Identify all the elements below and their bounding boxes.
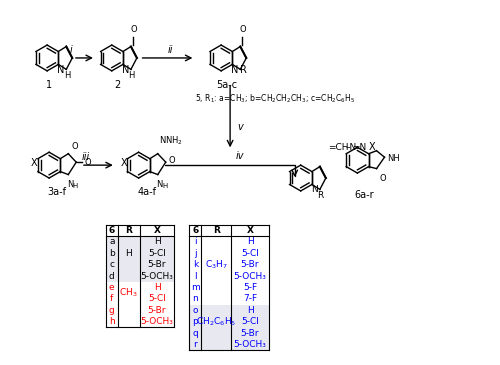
- Text: q: q: [192, 328, 198, 338]
- Text: NH: NH: [388, 154, 400, 163]
- Text: r: r: [194, 340, 197, 349]
- Text: b: b: [109, 249, 114, 258]
- Text: N: N: [312, 185, 318, 195]
- Text: m: m: [191, 283, 200, 292]
- Text: R: R: [240, 65, 246, 75]
- Text: H: H: [128, 71, 135, 80]
- Text: o: o: [192, 306, 198, 315]
- Text: H: H: [64, 71, 70, 80]
- Text: 5-Cl: 5-Cl: [241, 317, 259, 326]
- Text: 1: 1: [46, 80, 52, 90]
- Text: l: l: [194, 272, 196, 281]
- Text: a: a: [109, 237, 114, 246]
- Text: i: i: [70, 45, 72, 55]
- Text: 5-Br: 5-Br: [148, 260, 167, 269]
- Text: N: N: [156, 180, 163, 189]
- Text: =N: =N: [352, 143, 366, 152]
- Text: 5-OCH₃: 5-OCH₃: [234, 340, 266, 349]
- Text: O: O: [72, 142, 78, 151]
- Text: X: X: [120, 158, 127, 168]
- Text: H: H: [154, 237, 160, 246]
- Text: –N: –N: [346, 143, 356, 152]
- Text: 5-Cl: 5-Cl: [241, 249, 259, 258]
- Text: 5-Br: 5-Br: [148, 306, 167, 315]
- Bar: [106, 236, 174, 282]
- Text: 5-F: 5-F: [243, 283, 257, 292]
- Text: =CH: =CH: [328, 143, 348, 152]
- Text: k: k: [192, 260, 198, 269]
- Text: O: O: [168, 155, 175, 165]
- Text: O: O: [380, 174, 386, 182]
- Text: 5-Cl: 5-Cl: [148, 294, 166, 303]
- Text: H: H: [162, 184, 168, 189]
- Text: c: c: [110, 260, 114, 269]
- Text: 5, R$_1$: a=CH$_3$; b=CH$_2$CH$_2$CH$_3$; c=CH$_2$C$_6$H$_5$: 5, R$_1$: a=CH$_3$; b=CH$_2$CH$_2$CH$_3$…: [196, 93, 356, 105]
- Text: X: X: [31, 158, 38, 168]
- Text: j: j: [194, 249, 196, 258]
- Text: X: X: [246, 226, 254, 235]
- Text: H: H: [154, 283, 160, 292]
- Bar: [190, 304, 269, 350]
- Text: 5-Br: 5-Br: [241, 328, 259, 338]
- Text: R: R: [213, 226, 220, 235]
- Text: R: R: [318, 191, 324, 200]
- Text: 6: 6: [108, 226, 115, 235]
- Text: H: H: [72, 184, 78, 189]
- Text: H: H: [126, 249, 132, 258]
- Text: n: n: [192, 294, 198, 303]
- Text: 3a-f: 3a-f: [48, 187, 66, 197]
- Text: v: v: [237, 122, 243, 132]
- Text: 5a-c: 5a-c: [216, 80, 238, 90]
- Text: NNH$_2$: NNH$_2$: [159, 134, 182, 147]
- Text: e: e: [109, 283, 114, 292]
- Text: R: R: [125, 226, 132, 235]
- Text: N: N: [67, 180, 73, 189]
- Text: ii: ii: [168, 45, 173, 55]
- Text: N: N: [232, 65, 239, 75]
- Text: 6a-r: 6a-r: [354, 190, 374, 200]
- Text: 2: 2: [114, 80, 121, 90]
- Text: O: O: [84, 158, 91, 167]
- Text: i: i: [194, 237, 196, 246]
- Text: p: p: [192, 317, 198, 326]
- Text: C$_3$H$_7$: C$_3$H$_7$: [204, 258, 228, 271]
- Text: 7-F: 7-F: [243, 294, 257, 303]
- Text: iii: iii: [82, 152, 90, 162]
- Text: O: O: [130, 25, 137, 34]
- Text: 6: 6: [192, 226, 198, 235]
- Text: 5-OCH₃: 5-OCH₃: [234, 272, 266, 281]
- Text: g: g: [109, 306, 114, 315]
- Text: H: H: [246, 306, 254, 315]
- Text: 5-Br: 5-Br: [241, 260, 259, 269]
- Text: 4a-f: 4a-f: [137, 187, 156, 197]
- Text: X: X: [154, 226, 160, 235]
- Text: CH$_3$: CH$_3$: [120, 287, 138, 299]
- Text: H: H: [246, 237, 254, 246]
- Text: N: N: [58, 65, 64, 75]
- Text: h: h: [109, 317, 114, 326]
- Text: 5-Cl: 5-Cl: [148, 249, 166, 258]
- Text: CH$_2$C$_6$H$_5$: CH$_2$C$_6$H$_5$: [196, 315, 236, 328]
- Text: 5-OCH₃: 5-OCH₃: [140, 317, 173, 326]
- Text: d: d: [109, 272, 114, 281]
- Text: X: X: [369, 142, 376, 152]
- Text: 5-OCH₃: 5-OCH₃: [140, 272, 173, 281]
- Text: O: O: [240, 25, 246, 34]
- Text: iv: iv: [236, 151, 244, 161]
- Text: N: N: [122, 65, 130, 75]
- Text: f: f: [110, 294, 114, 303]
